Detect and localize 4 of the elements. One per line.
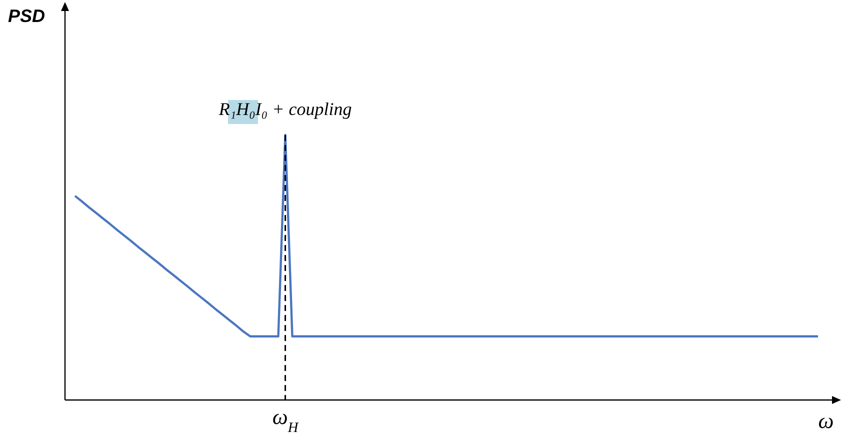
text: ω$_{H}$ [272, 404, 298, 436]
x-axis-title: ω [818, 408, 834, 433]
text: PSD [8, 6, 46, 26]
annotation: R₁H₀I₀ + coupling [218, 99, 352, 119]
